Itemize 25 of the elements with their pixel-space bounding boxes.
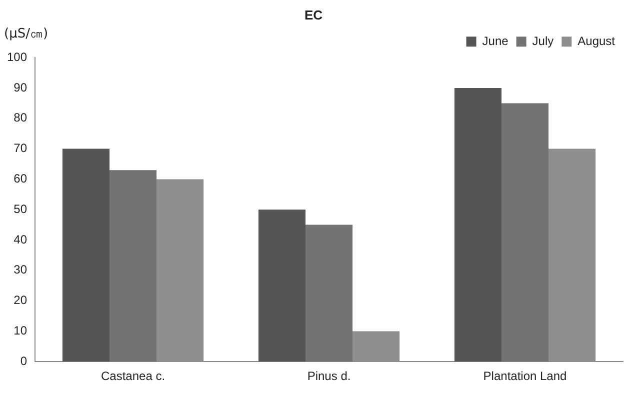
chart-title: EC (304, 7, 324, 22)
y-tick-label: 100 (6, 50, 28, 64)
y-tick-label: 50 (14, 202, 28, 216)
y-tick-label: 60 (14, 172, 28, 186)
y-tick-label: 0 (20, 354, 28, 368)
legend-label: August (578, 34, 616, 48)
y-tick-label: 30 (14, 262, 28, 277)
legend-label: June (482, 34, 509, 48)
bar (62, 148, 110, 362)
bar (501, 103, 549, 362)
legend-label: July (532, 34, 554, 48)
y-axis-title: (μS/㎝) (4, 26, 48, 42)
bar (454, 88, 502, 362)
y-tick-label: 80 (14, 110, 28, 125)
y-tick-label: 20 (14, 293, 28, 308)
x-tick-label: Plantation Land (483, 369, 567, 384)
x-tick-label: Pinus d. (307, 369, 351, 384)
bar (110, 170, 157, 362)
y-tick-label: 40 (14, 232, 28, 246)
y-tick-label: 10 (14, 324, 28, 338)
x-tick-label: Castanea c. (100, 369, 166, 384)
bar (305, 224, 353, 362)
y-tick-label: 90 (14, 80, 28, 94)
y-tick-label: 70 (14, 141, 28, 156)
bar (258, 210, 306, 362)
